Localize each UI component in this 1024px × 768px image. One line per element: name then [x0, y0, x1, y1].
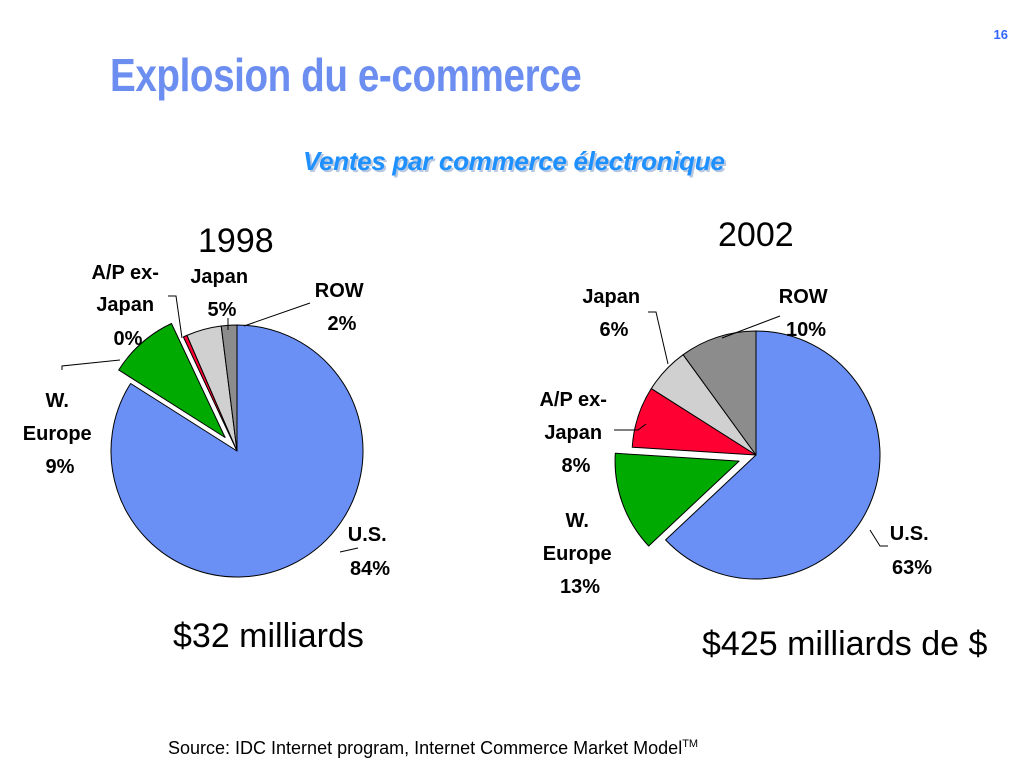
- chart-subtitle: Ventes par commerce électronique: [303, 146, 725, 176]
- chart2-label-row: ROW 10%: [779, 286, 833, 341]
- source-text: Source: IDC Internet program, Internet C…: [168, 738, 683, 758]
- pie-chart-1998: [110, 322, 364, 578]
- chart2-label-japan: Japan 6%: [582, 286, 645, 341]
- chart1-year-title: 1998: [198, 222, 274, 260]
- chart1-label-w-europe: W. Europe 9%: [23, 390, 97, 478]
- pie1998-slice-w-europe: [118, 322, 226, 438]
- chart2-label-ap-ex-japan: A/P ex- Japan 8%: [539, 389, 612, 477]
- slide-number: 16: [993, 27, 1008, 42]
- chart2-total: $425 milliards de $: [702, 625, 988, 663]
- chart2-label-w-europe: W. Europe 13%: [543, 510, 617, 598]
- chart1-label-us: U.S. 84%: [348, 524, 392, 580]
- chart2-year-title: 2002: [718, 216, 794, 254]
- chart1-label-japan: Japan 5%: [190, 266, 253, 321]
- trademark-mark: TM: [682, 738, 699, 750]
- pie2002-slice-w-europe: [614, 452, 740, 547]
- source-note: Source: IDC Internet program, Internet C…: [168, 738, 698, 759]
- pie1998-slice-row: [220, 324, 238, 452]
- leader-lines: [61, 295, 888, 553]
- chart1-label-row: ROW 2%: [315, 280, 369, 335]
- pie-chart-2002: [614, 330, 881, 580]
- chart2-label-us: U.S. 63%: [890, 523, 934, 579]
- pie2002-slice-row: [682, 330, 757, 456]
- chart1-total: $32 milliards: [173, 617, 364, 655]
- slide-title: Explosion du e-commerce: [110, 49, 582, 101]
- chart1-label-ap-ex-japan: A/P ex- Japan 0%: [91, 262, 164, 350]
- pie2002-slice-u-s: [665, 330, 881, 580]
